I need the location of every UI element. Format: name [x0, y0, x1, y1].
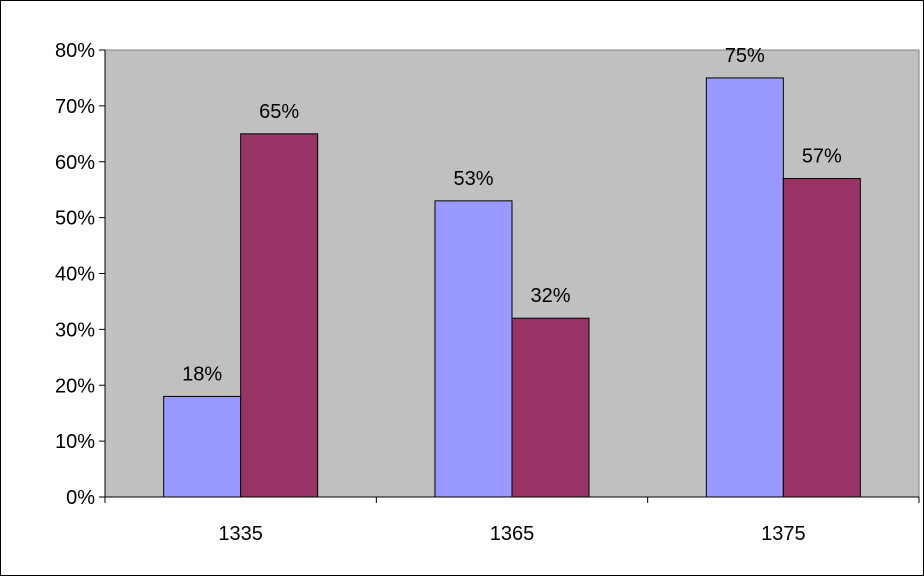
bar: [511, 317, 590, 498]
data-labels: 18% 65% 53% 32% 75% 57%: [182, 45, 842, 385]
data-label: 18%: [182, 363, 222, 385]
data-label: 32%: [530, 285, 570, 307]
data-label: 53%: [453, 168, 493, 190]
bar: [163, 395, 242, 498]
y-tick-label: 30%: [55, 319, 95, 341]
y-tick-label: 10%: [55, 431, 95, 453]
data-label: 57%: [802, 146, 842, 168]
bar: [782, 178, 861, 498]
bar: [434, 200, 513, 498]
y-tick-label: 20%: [55, 375, 95, 397]
y-tick-label: 80%: [55, 40, 95, 62]
y-tick-label: 0%: [66, 487, 95, 509]
y-tick-label: 50%: [55, 208, 95, 230]
x-tick-label: 1335: [218, 523, 263, 545]
bar: [705, 77, 784, 498]
x-tick-label: 1365: [490, 523, 535, 545]
data-label: 65%: [259, 101, 299, 123]
bars: [163, 77, 861, 498]
y-tick-label: 40%: [55, 264, 95, 286]
y-tick-label: 70%: [55, 96, 95, 118]
y-tick-label: 60%: [55, 152, 95, 174]
bar: [240, 133, 319, 498]
data-label: 75%: [725, 45, 765, 67]
x-tick-label: 1375: [761, 523, 806, 545]
